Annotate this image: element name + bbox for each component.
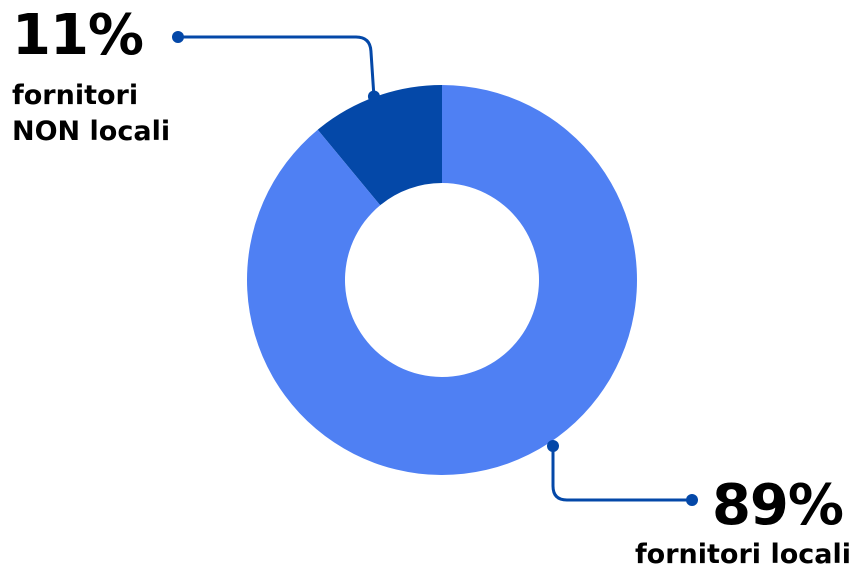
nonlocal-description-line-1: fornitori xyxy=(12,80,139,111)
local-percent-label: 89% xyxy=(711,473,844,538)
local-callout-dot-start xyxy=(547,440,559,452)
local-callout-line xyxy=(551,446,692,502)
nonlocal-callout-line xyxy=(178,35,376,97)
local-callout-dot-end xyxy=(686,494,698,506)
nonlocal-callout-dot-end xyxy=(172,31,184,43)
slice-nonlocal xyxy=(317,85,442,206)
nonlocal-description-line-2: NON locali xyxy=(12,116,171,147)
slice-local xyxy=(246,85,637,476)
donut-slices xyxy=(246,85,637,476)
callout-leaders xyxy=(172,31,698,506)
nonlocal-description: fornitori NON locali xyxy=(12,78,170,150)
nonlocal-callout-dot-start xyxy=(367,90,380,103)
local-description: fornitori locali xyxy=(634,539,851,570)
nonlocal-percent-label: 11% xyxy=(12,3,144,68)
